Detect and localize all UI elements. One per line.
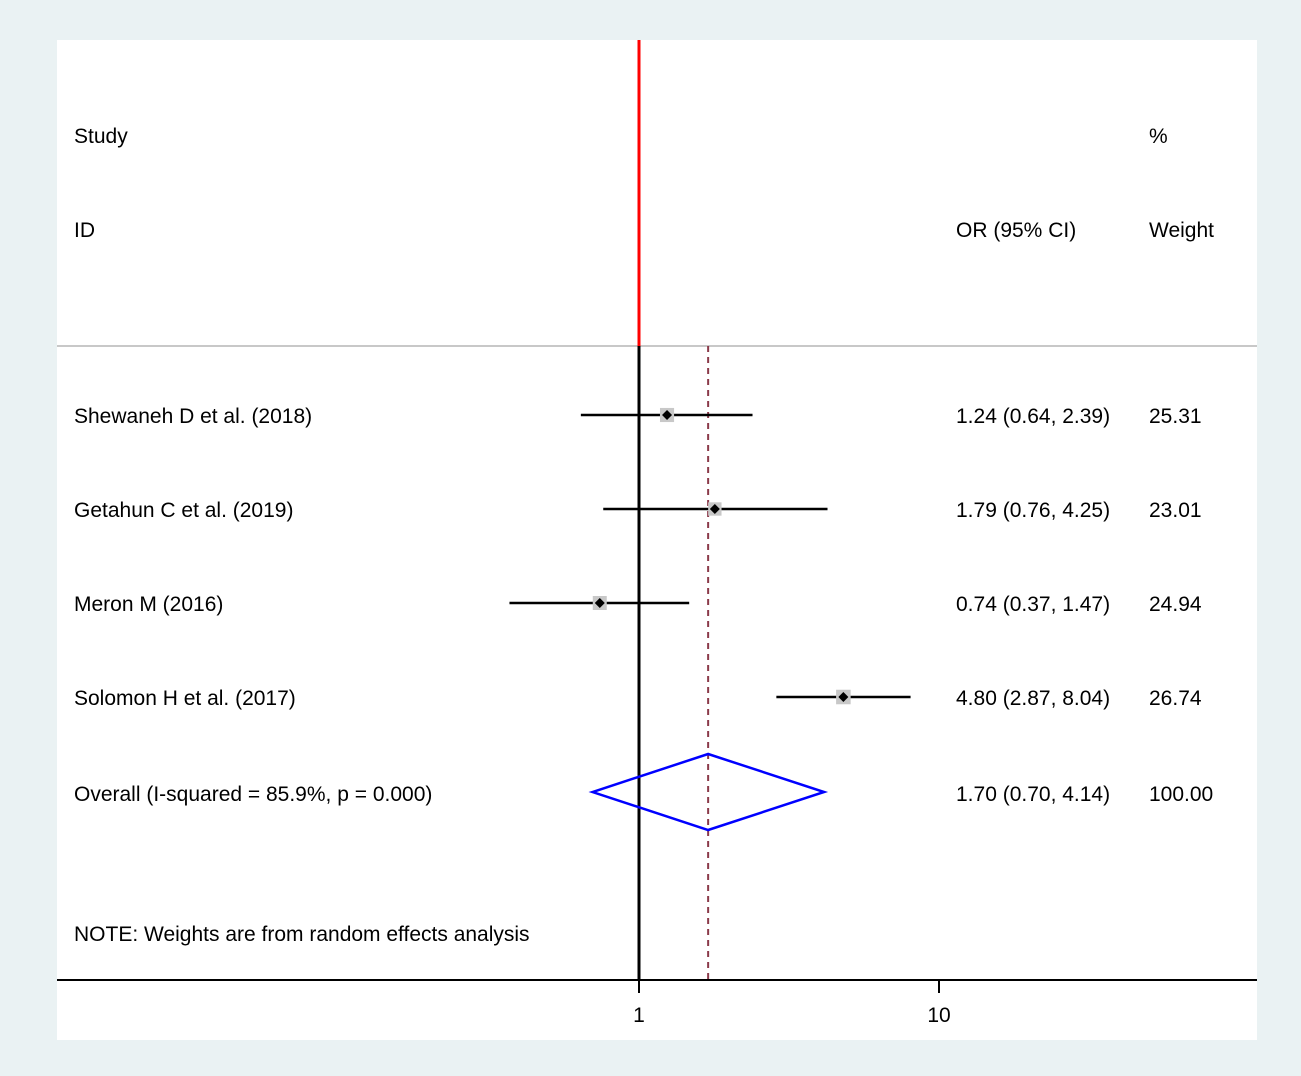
x-tick-label: 1 — [633, 1004, 645, 1027]
study-row: Meron M (2016) 0.74 (0.37, 1.47) 24.94 — [74, 593, 1202, 616]
or-ci-header: OR (95% CI) — [956, 219, 1076, 242]
percent-header: % — [1149, 125, 1168, 148]
overall-diamond — [588, 752, 829, 832]
or-ci-text: 4.80 (2.87, 8.04) — [956, 687, 1110, 710]
or-ci-text: 0.74 (0.37, 1.47) — [956, 593, 1110, 616]
weight-header: Weight — [1149, 219, 1214, 242]
point-estimate — [709, 504, 720, 514]
study-label: Getahun C et al. (2019) — [74, 499, 293, 522]
x-tick-label: 10 — [927, 1004, 950, 1027]
overall-weight-text: 100.00 — [1149, 783, 1213, 806]
note-text: NOTE: Weights are from random effects an… — [74, 923, 530, 946]
point-estimate — [662, 410, 673, 420]
study-label: Shewaneh D et al. (2018) — [74, 405, 312, 428]
weight-text: 25.31 — [1149, 405, 1202, 428]
overall-label: Overall (I-squared = 85.9%, p = 0.000) — [74, 783, 432, 806]
study-row: Shewaneh D et al. (2018) 1.24 (0.64, 2.39… — [74, 405, 1202, 428]
study-row: Solomon H et al. (2017) 4.80 (2.87, 8.04)… — [74, 687, 1202, 710]
study-label: Solomon H et al. (2017) — [74, 687, 296, 710]
plot-panel — [57, 40, 1257, 1040]
weight-text: 23.01 — [1149, 499, 1202, 522]
point-estimate — [838, 692, 849, 702]
point-estimate — [594, 598, 605, 608]
weight-text: 26.74 — [1149, 687, 1202, 710]
weight-text: 24.94 — [1149, 593, 1202, 616]
study-header: Study — [74, 125, 128, 148]
study-label: Meron M (2016) — [74, 593, 223, 616]
or-ci-text: 1.24 (0.64, 2.39) — [956, 405, 1110, 428]
id-header: ID — [74, 219, 95, 242]
or-ci-text: 1.79 (0.76, 4.25) — [956, 499, 1110, 522]
overall-or-text: 1.70 (0.70, 4.14) — [956, 783, 1110, 806]
study-row: Getahun C et al. (2019) 1.79 (0.76, 4.25)… — [74, 499, 1202, 522]
